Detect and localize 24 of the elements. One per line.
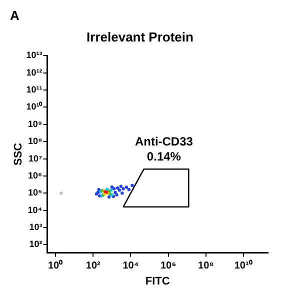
x-tick-label: 10² <box>86 260 102 272</box>
y-axis-title: SSC <box>12 142 25 166</box>
x-axis-title: FITC <box>145 275 170 288</box>
y-tick-label: 10⁶ <box>28 170 42 180</box>
chart-title: Irrelevant Protein <box>86 29 194 44</box>
x-tick-label: 10⁰ <box>48 260 64 272</box>
text: A <box>9 8 20 25</box>
y-tick-label: 10⁸ <box>28 136 42 146</box>
y-tick-label: 10² <box>29 239 42 250</box>
x-tick-label: 10¹⁰ <box>234 260 253 272</box>
y-tick-label: 10¹² <box>26 67 42 78</box>
y-tick-label: 10⁹ <box>28 118 42 129</box>
annotation: Anti-CD33 <box>134 134 194 148</box>
x-tick-label: 10⁴ <box>122 260 139 272</box>
y-tick-label: 10⁵ <box>28 188 42 198</box>
y-tick-label: 10¹¹ <box>26 84 42 94</box>
y-tick-label: 10³ <box>29 222 42 232</box>
y-tick-label: 10¹³ <box>26 50 42 60</box>
y-tick-label: 10¹⁰ <box>26 102 44 112</box>
y-tick-label: 10⁷ <box>28 153 42 164</box>
y-tick-label: 10⁴ <box>28 204 42 215</box>
x-tick-label: 10⁶ <box>160 260 176 272</box>
annotation: 0.14% <box>146 149 182 164</box>
x-tick-label: 10⁸ <box>198 260 214 272</box>
